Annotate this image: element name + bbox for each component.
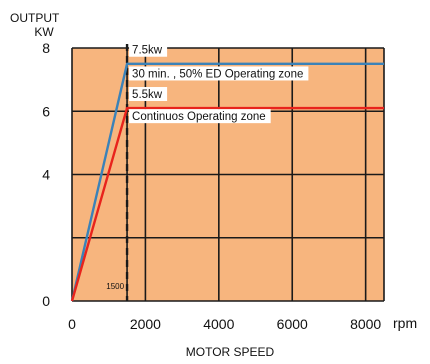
annotation-1: 7.5kw <box>132 45 163 57</box>
x-tick-label: 4000 <box>203 316 234 332</box>
x-tick-label: 6000 <box>277 316 308 332</box>
annotation-box <box>129 109 271 124</box>
y-tick-label: 0 <box>42 293 50 309</box>
x-tick-label: 8000 <box>350 316 381 332</box>
series-line-2 <box>70 106 384 302</box>
series-line-1 <box>70 62 384 302</box>
y-tick-label: 4 <box>42 167 50 183</box>
y-axis-label-line2: KW <box>34 25 54 39</box>
annotation-box <box>129 87 168 102</box>
x-tick-label: 2000 <box>130 316 161 332</box>
annotation-box <box>129 42 168 57</box>
x-axis-unit: rpm <box>393 315 417 331</box>
y-axis-label-line1: OUTPUT <box>10 11 60 25</box>
y-tick-label: 6 <box>42 103 50 119</box>
base-speed-label: 1500 <box>106 282 124 291</box>
annotation-2: 30 min. , 50% ED Operating zone <box>132 68 303 80</box>
y-tick-label: 8 <box>42 40 50 56</box>
annotation-3: 5.5kw <box>132 89 163 101</box>
x-tick-label: 0 <box>68 316 76 332</box>
annotation-4: Continuos Operating zone <box>132 111 266 123</box>
x-axis-label: MOTOR SPEED <box>186 345 275 359</box>
annotation-box <box>129 66 309 81</box>
